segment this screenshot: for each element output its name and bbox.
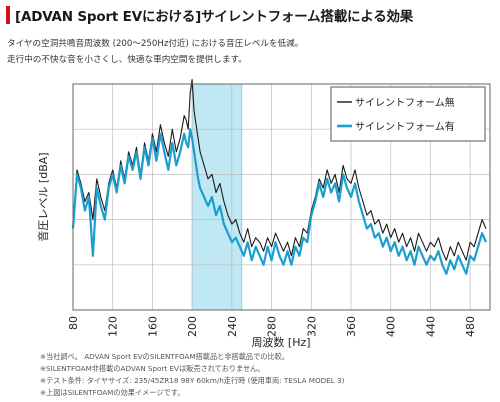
resonance-highlight-band: [192, 84, 242, 310]
description-line-2: 走行中の不快な音を小さくし、快適な車内空間を提供します。: [7, 55, 247, 65]
plot-frame: [72, 83, 491, 311]
legend-box: [330, 86, 486, 142]
x-tick-label: 360: [345, 316, 358, 337]
x-tick-label: 480: [464, 316, 477, 337]
title-accent-bar: [6, 6, 10, 24]
x-tick-label: 80: [67, 316, 80, 330]
legend: サイレントフォーム無 サイレントフォーム有: [330, 86, 486, 142]
description-line-1: タイヤの空洞共鳴音周波数 (200〜250Hz付近) における音圧レベルを低減。: [7, 39, 304, 49]
legend-label-with: サイレントフォーム有: [355, 120, 455, 133]
x-tick-label: 240: [226, 316, 239, 337]
y-axis-label: 音圧レベル [dBA]: [36, 152, 50, 241]
x-tick-label: 440: [424, 316, 437, 337]
x-tick-label: 160: [146, 316, 159, 337]
x-axis-label: 周波数 [Hz]: [251, 336, 310, 349]
x-tick-label: 400: [385, 316, 398, 337]
footnote-2: ※SILENTFOAM非搭載のADVAN Sport EVは販売されておりません…: [40, 364, 265, 373]
footnote-3: ※テスト条件: タイヤサイズ: 235/45ZR18 98Y 60km/h走行時…: [40, 376, 345, 385]
x-tick-label: 200: [186, 316, 199, 337]
frequency-chart: 80 120 160 200 240 280 320 360 400 440 480 音圧レベル […: [36, 78, 491, 349]
x-tick-label: 280: [266, 316, 279, 337]
page-title: [ADVAN Sport EVにおける]サイレントフォーム搭載による効果: [15, 9, 414, 25]
series-line-without-silentfoam: [72, 78, 487, 261]
x-tick-label: 320: [305, 316, 318, 337]
series-line-with-silentfoam: [71, 128, 488, 275]
footnote-1: ※当社調べ。 ADVAN Sport EVのSILENTFOAM搭載品と非搭載品…: [40, 352, 290, 361]
x-tick-label: 120: [107, 316, 120, 337]
legend-label-without: サイレントフォーム無: [355, 96, 455, 109]
footnote-4: ※上図はSILENTFOAMの効果イメージです。: [40, 388, 185, 397]
